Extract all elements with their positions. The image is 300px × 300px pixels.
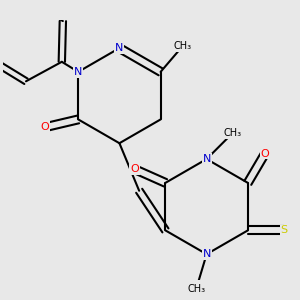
Text: O: O [261,148,269,159]
Text: N: N [74,67,82,77]
Text: S: S [280,225,288,236]
Text: N: N [202,249,211,259]
Text: CH₃: CH₃ [174,41,192,51]
Text: O: O [130,164,139,174]
Text: CH₃: CH₃ [223,128,241,138]
Text: N: N [202,154,211,164]
Text: O: O [41,122,50,132]
Text: CH₃: CH₃ [187,284,205,294]
Text: N: N [115,43,124,53]
